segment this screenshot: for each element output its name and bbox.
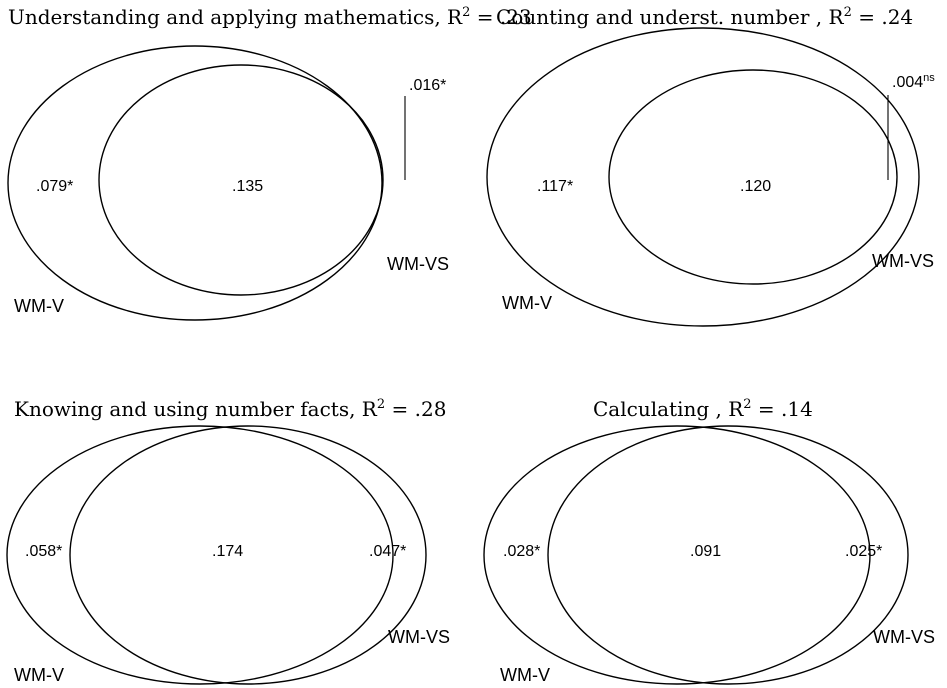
wm-vs-label: WM-VS [872,251,934,271]
unique-wm-v-value: .117* [537,178,573,195]
wm-v-label: WM-V [500,665,550,685]
unique-wm-vs-value: .025* [845,543,882,560]
shared-variance-value: .120 [740,178,771,195]
wm-vs-label: WM-VS [387,254,449,274]
wm-v-label: WM-V [502,293,552,313]
wm-vs-ellipse [608,69,898,285]
unique-wm-vs-value: .016* [409,77,446,94]
wm-vs-label: WM-VS [388,627,450,647]
shared-variance-value: .135 [232,178,263,195]
wm-v-ellipse [486,27,920,327]
panel-title: Knowing and using number facts, R2 = .28 [14,397,446,421]
panel-title: Calculating , R2 = .14 [593,397,813,421]
wm-v-label: WM-V [14,296,64,316]
panel-title: Understanding and applying mathematics, … [8,5,532,29]
wm-v-label: WM-V [14,665,64,685]
wm-vs-ellipse [98,64,384,296]
panel-counting: Counting and underst. number , R2 = .24 … [486,5,935,327]
unique-wm-v-value: .079* [36,178,73,195]
wm-v-ellipse [7,45,383,321]
unique-wm-v-value: .058* [25,543,62,560]
wm-vs-ellipse [69,425,427,685]
panel-calculating: Calculating , R2 = .14 .028* .091 .025* … [483,397,935,685]
wm-vs-ellipse [547,425,909,685]
wm-vs-label: WM-VS [873,627,935,647]
panel-understanding: Understanding and applying mathematics, … [7,5,532,321]
panel-title: Counting and underst. number , R2 = .24 [496,5,913,29]
unique-wm-vs-value: .004ns [892,72,935,91]
unique-wm-vs-value: .047* [369,543,406,560]
wm-v-ellipse [6,425,394,685]
panel-knowing: Knowing and using number facts, R2 = .28… [6,397,450,685]
unique-wm-v-value: .028* [503,543,540,560]
shared-variance-value: .174 [212,543,243,560]
wm-v-ellipse [483,425,871,685]
shared-variance-value: .091 [690,543,721,560]
